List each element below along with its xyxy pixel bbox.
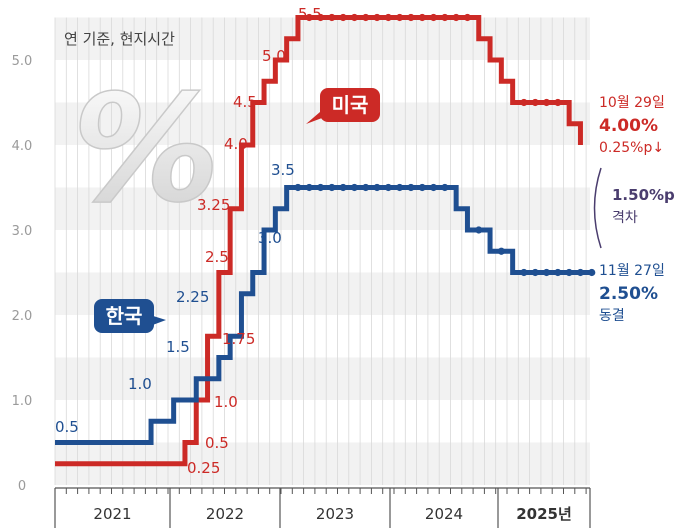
y-tick-label: 2.0: [12, 309, 33, 324]
gap-word: 격차: [612, 210, 638, 226]
data-point-kr: [429, 183, 438, 192]
data-point-kr: [542, 268, 551, 277]
us-value-label: 1.0: [214, 393, 238, 411]
percent-graphic: %: [72, 63, 220, 235]
data-point-kr: [475, 226, 483, 234]
kr-value-label: 3.5: [271, 161, 295, 179]
series-line-kr: [55, 185, 592, 445]
us-value-label: 0.5: [205, 434, 229, 452]
data-point-us: [452, 13, 460, 22]
data-point-us: [350, 13, 359, 22]
data-point-kr: [588, 268, 596, 277]
kr-value-label: 3.0: [258, 229, 282, 247]
data-point-kr: [396, 183, 404, 192]
data-point-us: [339, 13, 347, 22]
us-value-label: 2.5: [205, 248, 229, 266]
data-point-us: [362, 13, 370, 22]
year-label: 2022: [206, 505, 244, 523]
data-point-kr: [497, 247, 505, 255]
kr-value-label: 2.25: [176, 288, 209, 306]
data-point-kr: [328, 183, 336, 192]
data-point-us: [328, 13, 336, 22]
data-point-kr: [350, 183, 359, 192]
us-date: 10월 29일: [599, 95, 665, 111]
data-point-kr: [316, 183, 325, 192]
kr-status: 동결: [599, 308, 625, 324]
data-point-us: [554, 98, 562, 107]
kr-rate: 2.50%: [599, 284, 658, 304]
data-point-kr: [384, 183, 392, 192]
data-point-us: [542, 98, 551, 107]
data-point-kr: [305, 183, 313, 192]
data-point-us: [429, 13, 438, 22]
kr-value-label: 1.0: [128, 375, 152, 393]
year-label: 2023: [316, 505, 354, 523]
data-point-us: [463, 13, 472, 22]
us-value-label: 5.0: [262, 47, 286, 65]
gap-bracket: [593, 167, 602, 249]
kr-badge-label: 한국: [106, 304, 143, 328]
kr-value-label: 1.5: [166, 338, 190, 356]
us-rate: 4.00%: [599, 116, 658, 136]
data-point-kr: [565, 268, 573, 277]
data-point-kr: [294, 183, 302, 192]
series-line-us: [55, 15, 583, 467]
data-point-us: [316, 13, 325, 22]
data-point-kr: [407, 183, 415, 192]
us-value-label: 4.0: [224, 135, 248, 153]
grid-band: [55, 357, 590, 400]
data-point-us: [531, 98, 539, 107]
y-tick-label: 4.0: [12, 139, 33, 154]
us-value-label: 0.25: [187, 459, 220, 477]
data-point-kr: [441, 183, 449, 192]
y-tick-label: 1.0: [12, 394, 33, 409]
data-point-us: [396, 13, 404, 22]
y-tick-label: 5.0: [12, 54, 33, 69]
data-point-us: [373, 13, 381, 22]
us-change: 0.25%p↓: [599, 140, 664, 156]
data-point-kr: [531, 268, 539, 277]
us-value-label: 1.75: [222, 330, 255, 348]
year-label: 2025년: [516, 505, 572, 523]
us-value-label: 5.5: [298, 5, 322, 23]
data-point-us: [520, 98, 528, 107]
gap-value: 1.50%p: [612, 186, 675, 204]
year-label: 2021: [93, 505, 131, 523]
data-point-us: [418, 13, 426, 22]
kr-badge: 한국: [94, 299, 166, 333]
grid-band: [55, 187, 590, 230]
data-point-kr: [418, 183, 426, 192]
us-badge-label: 미국: [332, 93, 369, 117]
year-label: 2024: [425, 505, 463, 523]
us-value-label: 4.5: [233, 93, 257, 111]
data-point-us: [384, 13, 392, 22]
data-point-kr: [339, 183, 347, 192]
data-point-us: [441, 13, 449, 22]
data-point-us: [305, 13, 313, 22]
data-point-kr: [554, 268, 562, 277]
us-badge: 미국: [306, 88, 380, 124]
data-point-kr: [520, 268, 528, 277]
grid-band: [55, 17, 590, 60]
kr-date: 11월 27일: [599, 263, 665, 279]
us-value-label: 3.25: [197, 196, 230, 214]
kr-value-label: 0.5: [55, 418, 79, 436]
data-point-kr: [373, 183, 381, 192]
data-point-kr: [576, 268, 585, 277]
data-point-kr: [362, 183, 370, 192]
y-tick-label: 0: [18, 479, 26, 494]
chart-subtitle: 연 기준, 현지시간: [64, 30, 175, 48]
data-point-us: [407, 13, 415, 22]
y-tick-label: 3.0: [12, 224, 33, 239]
